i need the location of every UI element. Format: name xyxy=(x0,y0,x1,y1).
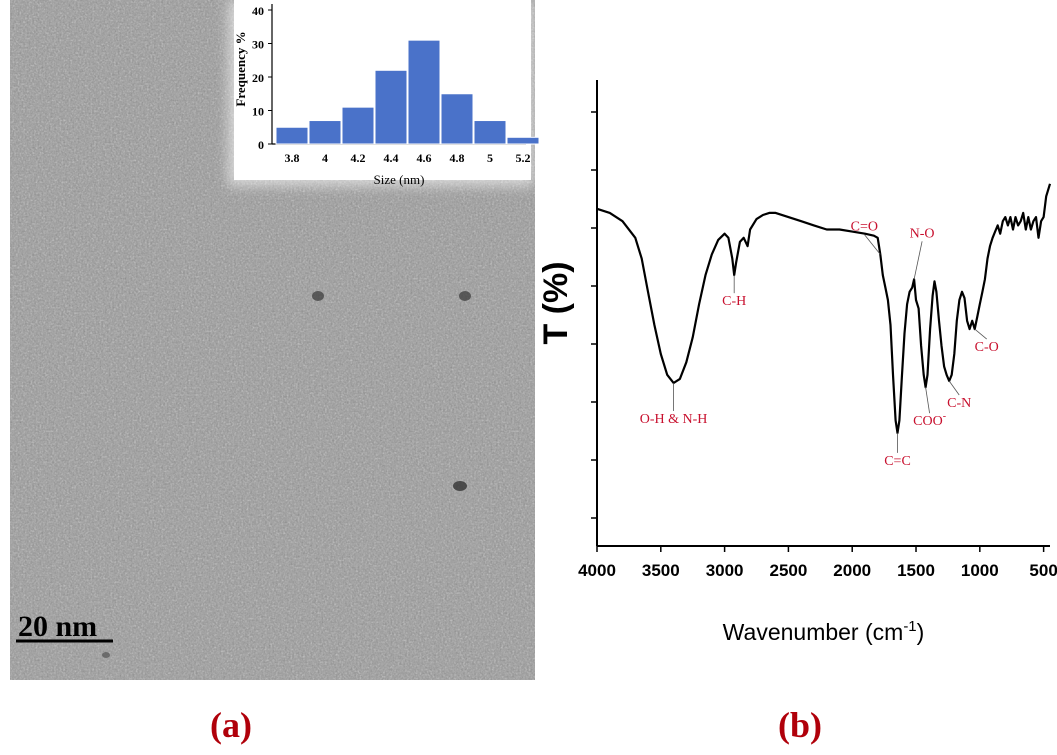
histogram-bar xyxy=(407,39,441,145)
histogram-bar xyxy=(374,69,408,145)
panel-b-label: (b) xyxy=(778,705,822,745)
histogram-x-tick-label: 4.8 xyxy=(450,151,465,165)
ftir-x-tick-label: 3000 xyxy=(706,561,744,580)
nanoparticle-dot xyxy=(312,291,324,301)
histogram-bars xyxy=(275,39,540,145)
histogram-x-tick-label: 3.8 xyxy=(285,151,300,165)
scale-bar-label: 20 nm xyxy=(18,610,97,643)
histogram-bar xyxy=(506,136,540,145)
nanoparticle-dot xyxy=(102,652,110,658)
histogram-y-tick-label: 30 xyxy=(252,38,264,52)
histogram-x-tick-label: 4 xyxy=(322,151,328,165)
histogram-bar xyxy=(308,120,342,145)
histogram-x-tick-label: 5.2 xyxy=(516,151,531,165)
ftir-axes xyxy=(591,80,1050,547)
histogram-y-axis-label: Frequency % xyxy=(233,31,248,106)
size-distribution-inset: 0 10 20 30 40 3.8 4 4.2 4.4 4.6 4.8 5 5.2 Frequency … xyxy=(228,0,540,187)
scale-bar: 20 nm xyxy=(16,610,113,643)
ftir-peak-annotations: O-H & N-H C-H C=O N-O C=C COO-C-N C-O xyxy=(640,219,999,468)
histogram-x-tick-label: 4.2 xyxy=(351,151,366,165)
histogram-bar xyxy=(341,106,375,145)
peak-annotation-label: C-O xyxy=(975,340,999,355)
peak-annotation-label: COO- xyxy=(913,411,946,429)
peak-annotation-label: C=O xyxy=(851,219,878,234)
ftir-x-axis-label-main: Wavenumber (cm xyxy=(723,619,904,645)
annotation-leader xyxy=(913,241,923,280)
annotation-leader xyxy=(925,387,930,414)
annotation-leader xyxy=(948,380,960,396)
histogram-y-tick-label: 0 xyxy=(258,138,264,152)
ftir-x-tick-label: 1000 xyxy=(961,561,999,580)
ftir-x-tick-label: 3500 xyxy=(642,561,680,580)
histogram-x-tick-label: 5 xyxy=(487,151,493,165)
histogram-y-tick-label: 20 xyxy=(252,71,264,85)
histogram-x-axis-label: Size (nm) xyxy=(374,172,425,187)
histogram-x-tick-label: 4.6 xyxy=(417,151,432,165)
histogram-x-tick-label: 4.4 xyxy=(384,151,399,165)
ftir-y-axis-label: T (%) xyxy=(537,261,575,344)
ftir-x-axis-label-end: ) xyxy=(917,619,925,645)
histogram-y-tick-label: 10 xyxy=(252,105,264,119)
histogram-y-tick-label: 40 xyxy=(252,4,264,18)
ftir-x-tick-label: 1500 xyxy=(897,561,935,580)
peak-annotation-label: C-N xyxy=(947,396,971,411)
ftir-x-axis-label-superscript: -1 xyxy=(903,618,916,635)
ftir-x-tick-label: 2500 xyxy=(769,561,807,580)
ftir-x-tick-labels: 4000 3500 3000 2500 2000 1500 1000 500 xyxy=(578,546,1057,580)
annotation-leader xyxy=(974,328,987,340)
ftir-spectrum-chart: 4000 3500 3000 2500 2000 1500 1000 500 O-H & N-… xyxy=(537,80,1057,645)
histogram-bar xyxy=(473,120,507,145)
ftir-x-tick-label: 4000 xyxy=(578,561,616,580)
peak-annotation-label: O-H & N-H xyxy=(640,412,708,427)
peak-annotation-label: C=C xyxy=(884,454,911,469)
ftir-x-axis-label: Wavenumber (cm-1) xyxy=(723,618,925,645)
peak-annotation-label: C-H xyxy=(722,294,746,309)
annotation-leader xyxy=(863,234,881,255)
panel-a-label: (a) xyxy=(210,705,252,745)
histogram-tick-labels: 0 10 20 30 40 3.8 4 4.2 4.4 4.6 4.8 5 5.2 xyxy=(252,4,531,165)
ftir-spectrum-line xyxy=(596,183,1052,434)
ftir-x-tick-label: 2000 xyxy=(833,561,871,580)
peak-annotation-label: N-O xyxy=(910,226,935,241)
histogram-bar xyxy=(275,126,309,145)
nanoparticle-dot xyxy=(453,481,467,491)
histogram-bar xyxy=(440,93,474,145)
nanoparticle-dot xyxy=(459,291,471,301)
ftir-x-tick-label: 500 xyxy=(1029,561,1057,580)
